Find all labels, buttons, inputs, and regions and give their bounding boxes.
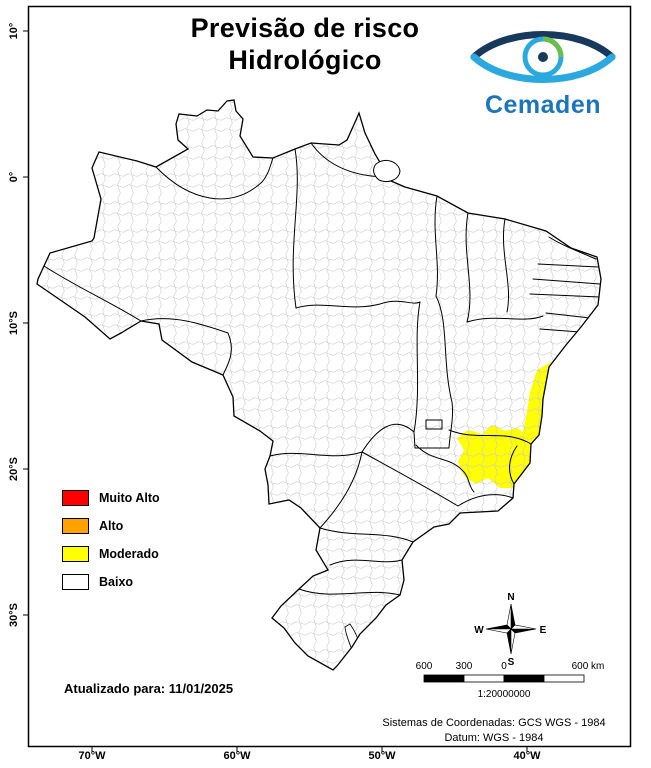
compass-label-north: N — [507, 592, 514, 603]
state-border — [539, 328, 581, 333]
legend-swatch-moderado — [62, 546, 89, 562]
state-border — [295, 300, 421, 309]
legend-label: Muito Alto — [99, 491, 160, 505]
state-border — [532, 278, 601, 285]
risk-legend: Muito Alto Alto Moderado Baixo — [62, 484, 160, 596]
latitude-label: 20°S — [8, 457, 20, 481]
state-border — [448, 429, 532, 445]
legend-item-alto: Alto — [62, 512, 160, 540]
state-border — [529, 293, 601, 298]
cemaden-logo-text: Cemaden — [484, 91, 602, 119]
compass-point-w — [485, 624, 512, 630]
cemaden-logo: Cemaden — [462, 20, 624, 120]
scale-label-300: 300 — [456, 661, 473, 672]
legend-swatch-alto — [62, 518, 89, 534]
state-border — [329, 559, 403, 566]
page-title: Previsão de risco Hidrológico — [95, 12, 515, 77]
longitude-label: 50°W — [368, 750, 396, 762]
map-frame — [27, 5, 632, 748]
compass-label-south: S — [508, 657, 515, 668]
compass-label-east: E — [540, 625, 547, 636]
scale-segment — [463, 674, 505, 683]
longitude-label: 40°W — [513, 750, 541, 762]
legend-item-baixo: Baixo — [62, 568, 160, 596]
compass-point-s — [510, 628, 516, 655]
latitude-label: 10° — [8, 22, 20, 40]
page-title-line1: Previsão de risco — [190, 13, 420, 43]
legend-item-muito-alto: Muito Alto — [62, 484, 160, 512]
state-border — [43, 265, 142, 322]
legend-swatch-muito-alto — [62, 490, 89, 506]
state-border — [292, 148, 298, 309]
scale-label-0: 0 — [501, 661, 507, 672]
scale-ratio: 1:20000000 — [478, 689, 531, 700]
state-border — [434, 195, 438, 297]
compass-rose: N E W S — [474, 592, 546, 668]
page-title-line2: Hidrológico — [228, 45, 382, 76]
state-border — [435, 295, 454, 449]
legend-swatch-baixo — [62, 574, 89, 590]
state-borders — [43, 142, 601, 596]
compass-label-west: W — [474, 625, 484, 636]
legend-item-moderado: Moderado — [62, 540, 160, 568]
state-border — [509, 445, 518, 485]
state-border — [361, 451, 459, 507]
latitude-label: 10°S — [8, 311, 20, 335]
updated-date-text: Atualizado para: 11/01/2025 — [64, 681, 234, 696]
state-border — [425, 419, 443, 430]
state-border — [413, 301, 421, 449]
state-border — [545, 312, 591, 319]
state-border — [415, 444, 475, 493]
projection-line2: Datum: WGS - 1984 — [444, 731, 544, 744]
state-border — [465, 212, 471, 323]
compass-point-w — [485, 628, 512, 634]
longitude-label: 70°W — [78, 750, 106, 762]
longitude-label: 60°W — [223, 750, 251, 762]
state-border — [319, 451, 363, 529]
marajo-island — [373, 160, 401, 183]
state-border — [298, 588, 401, 596]
scale-label-600-right: 600 km — [572, 661, 605, 672]
cemaden-eye-icon — [470, 31, 616, 83]
state-border — [361, 423, 415, 453]
scale-segment — [423, 674, 465, 683]
scale-bar: 600 300 0 600 km 1:20000000 — [416, 661, 605, 700]
latitude-label: 0° — [8, 171, 20, 183]
axis-ticks — [23, 30, 528, 752]
legend-label: Alto — [99, 519, 124, 533]
compass-point-e — [510, 624, 537, 630]
scale-label-600-left: 600 — [416, 661, 433, 672]
state-border — [269, 451, 363, 457]
scale-segment — [543, 674, 585, 683]
state-border — [319, 527, 414, 543]
state-border — [502, 218, 510, 313]
state-border — [537, 263, 599, 268]
projection-line1: Sistemas de Coordenadas: GCS WGS - 1984 — [382, 717, 606, 729]
state-border — [457, 494, 514, 507]
state-border — [140, 318, 232, 376]
legend-label: Baixo — [99, 575, 134, 589]
latitude-label: 30°S — [8, 603, 20, 627]
legend-label: Moderado — [99, 547, 159, 561]
projection-info: Sistemas de Coordenadas: GCS WGS - 1984 … — [360, 716, 628, 746]
state-border — [466, 315, 544, 323]
scale-segment — [503, 674, 545, 683]
state-border — [155, 157, 274, 200]
